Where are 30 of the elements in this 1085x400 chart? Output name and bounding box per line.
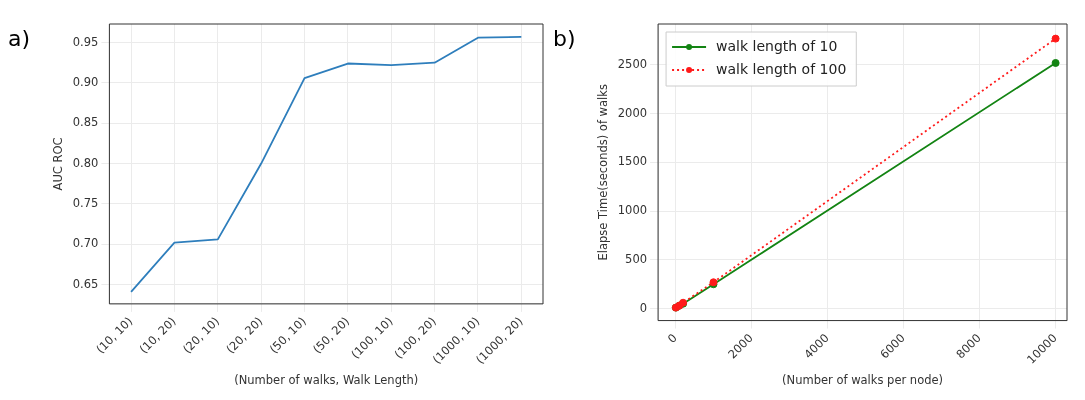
y-tick-label: 0.95 (72, 34, 99, 49)
x-tick-label: (20, 10) (179, 314, 223, 357)
x-tick-label: (50, 20) (310, 314, 353, 357)
point (1051, 34, 1060, 43)
y-tick-label: 0.70 (72, 236, 99, 251)
y-tick-label: 0.65 (72, 276, 99, 291)
point (1051, 58, 1060, 67)
x-tick-label: (10, 10) (93, 314, 136, 357)
y-tick-label: 0.80 (72, 155, 99, 170)
y-tick-label: 2500 (617, 56, 648, 71)
legend-label: walk length of 10 (716, 37, 838, 54)
y-tick-label: 1500 (617, 154, 648, 169)
x-tick-label: (50, 10) (266, 314, 309, 357)
y-tick-label: 0.90 (72, 74, 99, 89)
y-tick-label: 1000 (617, 203, 648, 218)
text: a) (8, 26, 31, 51)
legend-label: walk length of 100 (716, 60, 847, 77)
y-tick-label: 0.75 (72, 195, 99, 210)
y-tick-label: 500 (625, 251, 648, 266)
y-tick-label: 0 (639, 300, 648, 315)
y-axis-title: Elapse Time(seconds) of walks (595, 84, 610, 261)
x-axis-title: (Number of walks, Walk Length) (234, 373, 419, 388)
y-tick-label: 0.85 (72, 115, 99, 130)
text: b) (553, 26, 576, 51)
y-tick-label: 2000 (617, 105, 648, 120)
x-axis-title: (Number of walks per node) (782, 373, 944, 388)
x-tick-label: (10, 20) (136, 314, 179, 357)
x-tick-label: 0 (664, 330, 680, 346)
x-tick-label: (20, 20) (223, 314, 266, 357)
y-axis-title: AUC ROC (50, 137, 65, 191)
